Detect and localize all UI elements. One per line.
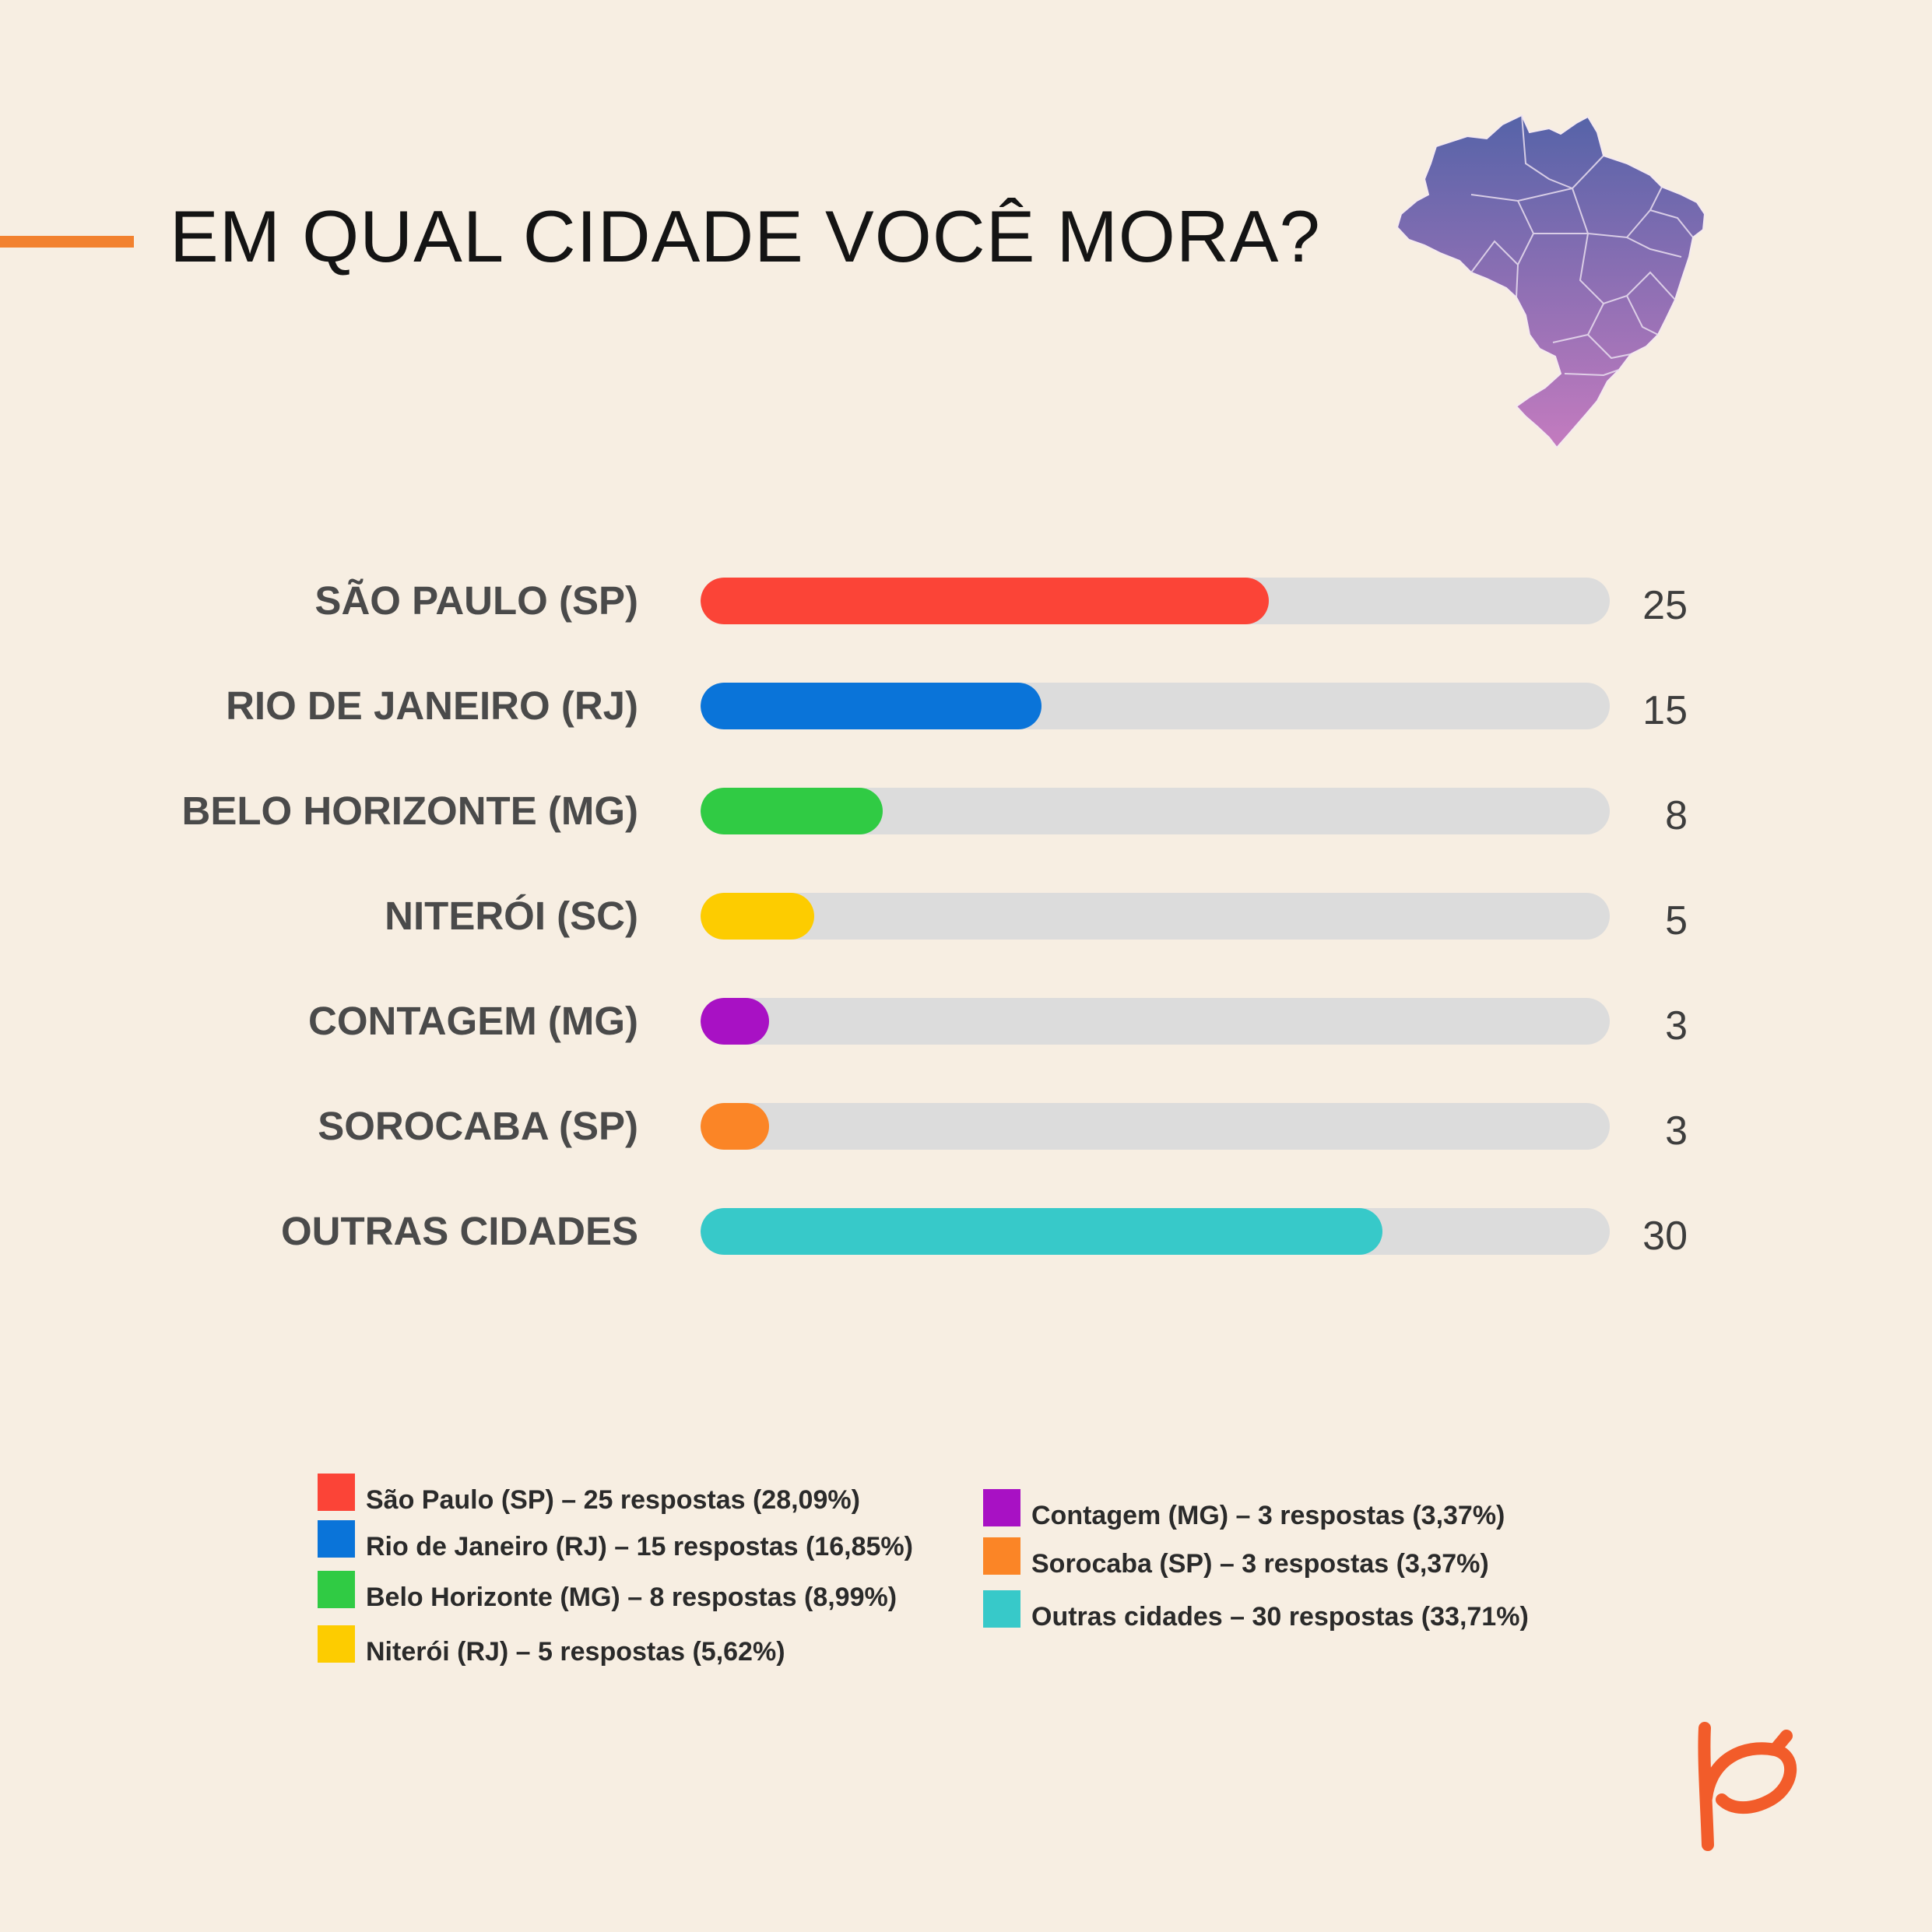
title-accent-line	[0, 236, 134, 248]
bar-row: SOROCABA (SP) 3	[0, 1103, 1932, 1154]
bar-category-label: CONTAGEM (MG)	[308, 999, 638, 1043]
legend-swatch	[318, 1474, 355, 1511]
bar	[701, 788, 883, 834]
bar	[701, 998, 769, 1045]
bar	[701, 893, 814, 940]
legend-label: Contagem (MG) – 3 respostas (3,37%)	[1031, 1501, 1505, 1530]
legend-swatch	[983, 1537, 1020, 1575]
brazil-map-icon	[1396, 114, 1706, 449]
bar-row: BELO HORIZONTE (MG) 8	[0, 788, 1932, 838]
bar	[701, 1208, 1382, 1255]
bar-category-label: SÃO PAULO (SP)	[314, 578, 638, 623]
bar-row: RIO DE JANEIRO (RJ) 15	[0, 683, 1932, 733]
bar-category-label: NITERÓI (SC)	[385, 894, 638, 938]
bar-track	[701, 788, 1610, 834]
bar-value-label: 15	[1642, 688, 1688, 733]
bar-track	[701, 683, 1610, 729]
bar	[701, 578, 1269, 624]
bar-row: SÃO PAULO (SP) 25	[0, 578, 1932, 628]
legend-swatch	[983, 1590, 1020, 1628]
bar-category-label: RIO DE JANEIRO (RJ)	[226, 683, 638, 728]
legend-swatch	[983, 1489, 1020, 1526]
bar-track	[701, 893, 1610, 940]
bar	[701, 683, 1042, 729]
legend-swatch	[318, 1571, 355, 1608]
bar-value-label: 25	[1642, 583, 1688, 628]
bar-row: NITERÓI (SC) 5	[0, 893, 1932, 943]
bar-row: OUTRAS CIDADES 30	[0, 1208, 1932, 1259]
legend-label: Niterói (RJ) – 5 respostas (5,62%)	[366, 1637, 785, 1667]
bar-value-label: 30	[1642, 1214, 1688, 1259]
bar-track	[701, 578, 1610, 624]
bar	[701, 1103, 769, 1150]
legend-swatch	[318, 1625, 355, 1663]
legend-label: Sorocaba (SP) – 3 respostas (3,37%)	[1031, 1549, 1489, 1579]
bar-track	[701, 1208, 1610, 1255]
legend-label: Belo Horizonte (MG) – 8 respostas (8,99%…	[366, 1582, 898, 1612]
bar-value-label: 3	[1665, 1108, 1688, 1154]
bar-value-label: 8	[1665, 793, 1688, 838]
bar-value-label: 3	[1665, 1003, 1688, 1049]
legend-label: Outras cidades – 30 respostas (33,71%)	[1031, 1602, 1529, 1632]
bar-category-label: BELO HORIZONTE (MG)	[181, 789, 638, 833]
page-title: EM QUAL CIDADE VOCÊ MORA?	[170, 195, 1321, 277]
brand-p-logo-icon	[1698, 1722, 1797, 1851]
bar-track	[701, 1103, 1610, 1150]
bar-category-label: OUTRAS CIDADES	[280, 1209, 638, 1253]
bar-category-label: SOROCABA (SP)	[318, 1104, 638, 1148]
bar-track	[701, 998, 1610, 1045]
legend-swatch	[318, 1520, 355, 1558]
legend-label: Rio de Janeiro (RJ) – 15 respostas (16,8…	[366, 1532, 913, 1561]
bar-value-label: 5	[1665, 898, 1688, 943]
legend-label: São Paulo (SP) – 25 respostas (28,09%)	[366, 1485, 860, 1515]
bar-row: CONTAGEM (MG) 3	[0, 998, 1932, 1049]
